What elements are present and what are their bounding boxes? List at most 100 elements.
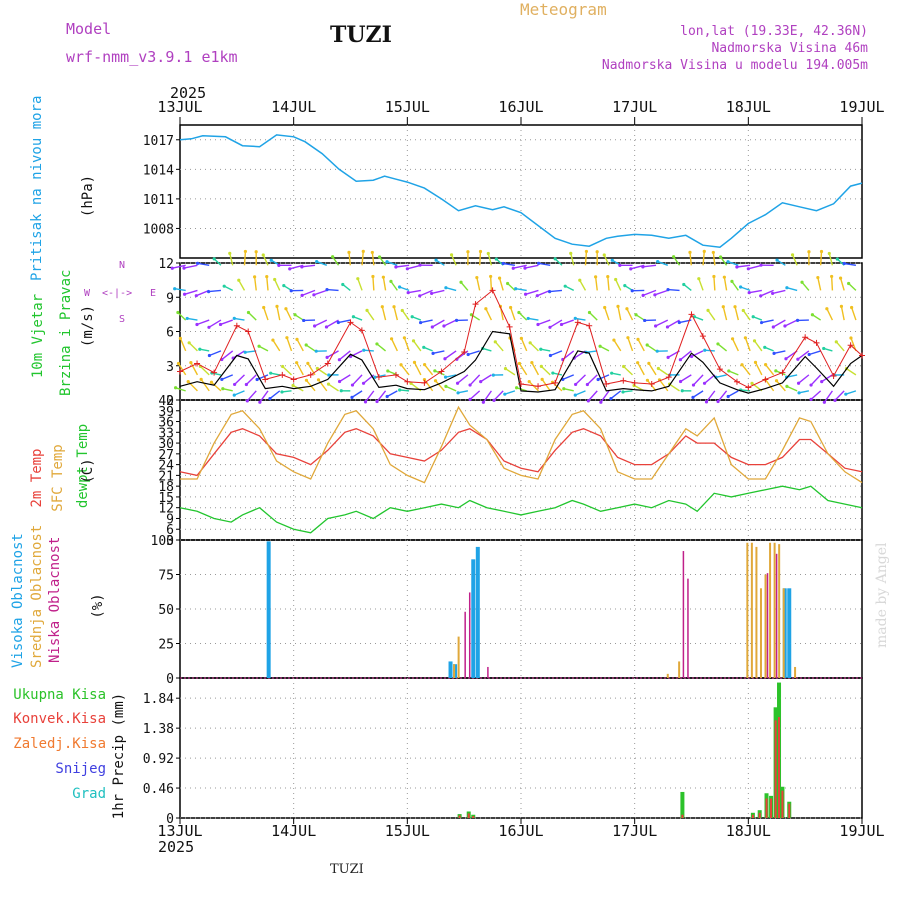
wind-arrow-head [682,282,686,287]
wind-arrow [469,374,481,386]
wind-arrow-head [764,363,768,367]
precip-bar-0 [680,791,685,818]
wind-arrow [761,319,774,324]
wind-arrow [420,319,433,324]
wind-arrow-head [243,249,248,254]
wind-arrow [376,390,387,402]
wind-arrow-head [285,336,289,340]
wind-arrow-head [578,278,582,282]
wind-arrow [704,374,716,384]
date-label-top: 17JUL [612,98,657,116]
wind-arrow [845,390,857,395]
wind-arrow [480,374,492,383]
wind-arrow-head [302,318,306,323]
wind-arrow [381,306,387,321]
wind-arrow-head [389,337,394,341]
wind-arrow-head [689,354,694,359]
wind-arrow [386,261,398,266]
date-label-bottom: 14JUL [271,822,316,840]
wind-arrow-head [653,293,657,297]
wind-arrow-head [527,379,531,384]
wind-arrow [786,287,798,292]
wind-arrow [728,370,739,376]
wind-arrow [313,289,328,296]
cloud-bar-low [487,666,489,678]
date-label-top: 19JUL [839,98,884,116]
wind-arrow [575,390,586,396]
date-label-bottom: 15JUL [385,822,430,840]
wind-arrow-head [198,347,202,351]
wind-arrow [378,256,387,266]
wind-arrow-head [207,325,211,329]
wind-arrow-head [212,257,216,261]
wind-arrow-head [361,381,366,385]
wind-arrow-head [185,316,189,321]
wind-arrow-head [443,375,448,379]
wind-arrow-head [772,351,776,355]
wind-arrow-head [697,277,701,281]
wind-arrow [256,374,269,381]
wind-arrow-head [493,340,497,344]
model-elevation-text: Nadmorska Visina u modelu 194.005m [601,58,868,73]
wind-arrow [740,286,751,292]
wind-arrow-head [774,379,779,383]
wind-arrow-head [325,288,329,292]
wind-arrow-head [511,266,515,270]
wind-arrow [736,264,751,268]
wind-arrow-head [735,265,739,269]
wind-gust-marker [535,383,542,390]
wind-arrow [586,350,598,353]
wind-arrow [208,319,222,328]
cloud-bar-mid [773,542,776,678]
wind-arrow [741,364,751,376]
wind-arrow [575,317,586,321]
wind-arrow-head [559,322,564,327]
wind-arrow [357,278,363,291]
wind-arrow [731,338,739,352]
wind-arrow [623,365,633,376]
cloud-bar-high [266,541,271,678]
wind-arrow [245,350,257,353]
y-tick-label: 24 [158,459,174,474]
wind-arrow [798,374,810,384]
date-label-top: 18JUL [726,98,771,116]
wind-arrow-head [530,361,534,365]
wind-arrow-head [232,393,236,397]
wind-arrow [584,251,588,266]
wind-arrow-head [666,288,670,292]
wind-arrow-head [763,345,767,349]
y-tick-label: 0 [166,812,174,827]
y-tick-label: 0 [166,394,174,409]
wind-arrow [550,350,563,357]
wind-arrow-head [497,276,502,280]
wind-arrow-head [733,305,737,309]
wind-arrow-head [222,284,226,288]
wind-gust-marker [392,371,399,378]
wind-arrow [810,390,822,400]
wind-arrow [199,365,210,376]
wind-arrow-head [196,261,200,265]
wind-arrow-head [454,318,459,323]
precip-bar-1 [467,813,470,818]
wind-arrow-head [284,307,288,311]
wind-arrow [401,310,410,321]
wind-arrow-head [381,275,385,279]
wind-arrow-head [602,253,606,257]
wind-arrow-head [727,369,731,373]
panel-frame-pressure [179,124,863,259]
wind-arrow [247,311,257,321]
precip-bar-1 [458,815,461,818]
y-tick-label: 39 [158,405,174,420]
wind-arrow-head [553,257,557,261]
wind-arrow-head [726,260,730,264]
wind-arrow [183,264,198,269]
wind-arrow [498,277,504,291]
wind-arrow-head [809,397,813,401]
wind-arrow [603,254,610,266]
wind-arrow [600,390,610,403]
wind-gust-marker [665,374,672,381]
wind-arrow [727,390,739,398]
wind-arrow [317,379,328,392]
wind-arrow-head [785,286,789,290]
cloud-bar-mid [746,542,749,678]
